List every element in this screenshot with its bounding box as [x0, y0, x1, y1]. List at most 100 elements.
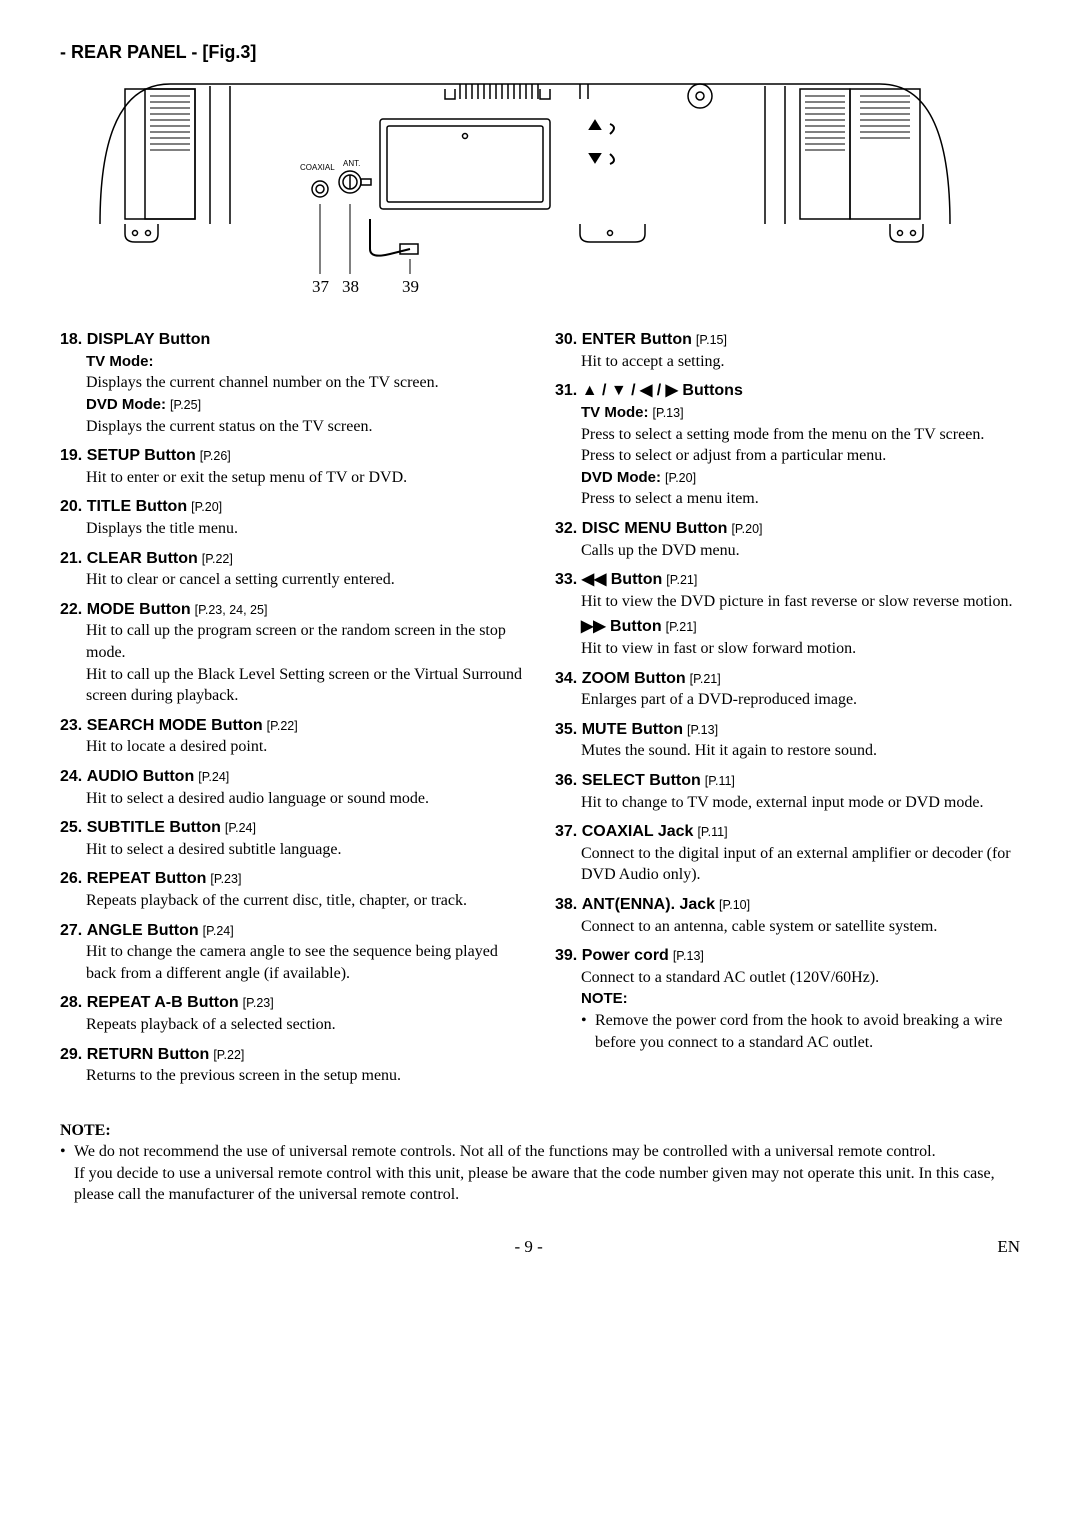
- rear-panel-diagram: COAXIAL ANT. 37 38 39: [90, 74, 1020, 304]
- item-ref: [P.23]: [243, 996, 274, 1010]
- item-title: SEARCH MODE Button: [87, 717, 263, 734]
- item-ref: [P.26]: [200, 449, 231, 463]
- item-body: Connect to the digital input of an exter…: [555, 843, 1020, 886]
- item-body: Hit to clear or cancel a setting current…: [60, 569, 525, 591]
- item: 25. SUBTITLE Button [P.24]Hit to select …: [60, 817, 525, 860]
- item-number: 26.: [60, 870, 87, 887]
- item-title: SUBTITLE Button: [87, 819, 221, 836]
- item-body: Hit to view the DVD picture in fast reve…: [555, 591, 1020, 613]
- item-ref: [P.24]: [198, 770, 229, 784]
- item-body: Displays the current status on the TV sc…: [86, 416, 525, 438]
- item-number: 27.: [60, 922, 87, 939]
- item-number: 23.: [60, 717, 87, 734]
- item-title: ANGLE Button: [87, 922, 199, 939]
- item: 23. SEARCH MODE Button [P.22] Hit to loca…: [60, 715, 525, 758]
- item-body: Hit to select a desired audio language o…: [60, 788, 525, 810]
- item-ref: [P.15]: [696, 333, 727, 347]
- item-ref: [P.22]: [267, 719, 298, 733]
- item: 22. MODE Button [P.23, 24, 25]Hit to cal…: [60, 599, 525, 707]
- bullet-dot: •: [60, 1141, 74, 1163]
- item-body: Hit to enter or exit the setup menu of T…: [60, 467, 525, 489]
- item-title: DISC MENU Button: [582, 520, 728, 537]
- item-extra-ref: [P.21]: [666, 620, 697, 634]
- item-title: SETUP Button: [87, 447, 196, 464]
- item-title: ANT(ENNA). Jack: [582, 896, 715, 913]
- item: 36. SELECT Button [P.11]Hit to change to…: [555, 770, 1020, 813]
- item-number: 37.: [555, 823, 582, 840]
- content-columns: 18. DISPLAY Button TV Mode: Displays the c…: [60, 329, 1020, 1094]
- item-body: Repeats playback of the current disc, ti…: [60, 890, 525, 912]
- item-body: Calls up the DVD menu.: [555, 540, 1020, 562]
- item-number: 31.: [555, 382, 582, 399]
- item-number: 21.: [60, 550, 87, 567]
- item-number: 18.: [60, 331, 87, 348]
- item: 21. CLEAR Button [P.22]Hit to clear or c…: [60, 548, 525, 591]
- item-ref: [P.13]: [687, 723, 718, 737]
- item-number: 20.: [60, 498, 87, 515]
- item: 19. SETUP Button [P.26]Hit to enter or e…: [60, 445, 525, 488]
- item: 26. REPEAT Button [P.23]Repeats playback…: [60, 868, 525, 911]
- item-ref: [P.23]: [210, 872, 241, 886]
- page-number: - 9 -: [515, 1236, 543, 1259]
- note-continuation: If you decide to use a universal remote …: [60, 1163, 1020, 1206]
- item: 20. TITLE Button [P.20] Displays the titl…: [60, 496, 525, 539]
- item: 29. RETURN Button [P.22]Returns to the p…: [60, 1044, 525, 1087]
- item-number: 34.: [555, 670, 582, 687]
- item: 34. ZOOM Button [P.21]Enlarges part of a…: [555, 668, 1020, 711]
- item-body: Displays the title menu.: [60, 518, 525, 540]
- item-body: Hit to locate a desired point.: [60, 736, 525, 758]
- item-ref: [P.20]: [191, 500, 222, 514]
- item-ref: [P.11]: [697, 825, 727, 839]
- item-ref: [P.23, 24, 25]: [195, 603, 268, 617]
- item: 27. ANGLE Button [P.24]Hit to change the…: [60, 920, 525, 985]
- item-title: ZOOM Button: [582, 670, 686, 687]
- item: 38. ANT(ENNA). Jack [P.10]Connect to an …: [555, 894, 1020, 937]
- item-body: Hit to change to TV mode, external input…: [555, 792, 1020, 814]
- svg-text:COAXIAL: COAXIAL: [300, 163, 335, 172]
- item-ref: [P.22]: [213, 1048, 244, 1062]
- right-column: 30. ENTER Button [P.15]Hit to accept a s…: [555, 329, 1020, 1094]
- item-ref: [P.24]: [203, 924, 234, 938]
- svg-text:ANT.: ANT.: [343, 159, 360, 168]
- svg-text:37: 37: [312, 277, 330, 296]
- item-ref: [P.24]: [225, 821, 256, 835]
- item-subhead: DVD Mode:: [86, 396, 166, 413]
- item: 37. COAXIAL Jack [P.11] Connect to the di…: [555, 821, 1020, 886]
- item-title: ▲ / ▼ / ◀ / ▶ Buttons: [582, 382, 743, 399]
- item-number: 38.: [555, 896, 582, 913]
- item-number: 35.: [555, 721, 582, 738]
- item-title: TITLE Button: [87, 498, 187, 515]
- left-column: 18. DISPLAY ButtonTV Mode:Displays the c…: [60, 329, 525, 1094]
- item-number: 39.: [555, 947, 582, 964]
- item: 24. AUDIO Button [P.24] Hit to select a d…: [60, 766, 525, 809]
- item-subhead: DVD Mode:: [581, 469, 661, 486]
- item-number: 25.: [60, 819, 87, 836]
- item-title: AUDIO Button: [87, 768, 195, 785]
- item-note-bullet: Remove the power cord from the hook to a…: [595, 1010, 1020, 1053]
- item: 31. ▲ / ▼ / ◀ / ▶ Buttons TV Mode: [P.13]…: [555, 380, 1020, 510]
- item-title: DISPLAY Button: [87, 331, 211, 348]
- item-body: Hit to call up the program screen or the…: [60, 620, 525, 706]
- bottom-note: NOTE: • We do not recommend the use of u…: [60, 1120, 1020, 1206]
- item-title: RETURN Button: [87, 1046, 210, 1063]
- item-ref: [P.21]: [690, 672, 721, 686]
- item-note-label: NOTE:: [581, 990, 628, 1007]
- item-body: Connect to a standard AC outlet (120V/60…: [555, 967, 1020, 989]
- item-extra-body: Hit to view in fast or slow forward moti…: [581, 638, 1020, 660]
- item-subhead: TV Mode:: [581, 404, 649, 421]
- item: 30. ENTER Button [P.15]Hit to accept a s…: [555, 329, 1020, 372]
- item: 33. ◀◀ Button [P.21] Hit to view the DVD …: [555, 569, 1020, 659]
- item-sub-ref: [P.20]: [665, 471, 696, 485]
- item-title: ◀◀ Button: [582, 571, 663, 588]
- item-body: Repeats playback of a selected section.: [60, 1014, 525, 1036]
- item: 28. REPEAT A-B Button [P.23]Repeats play…: [60, 992, 525, 1035]
- item-title: SELECT Button: [582, 772, 701, 789]
- item-body: Connect to an antenna, cable system or s…: [555, 916, 1020, 938]
- item-number: 33.: [555, 571, 582, 588]
- item-sub-ref: [P.13]: [653, 406, 684, 420]
- item-number: 24.: [60, 768, 87, 785]
- item-title: COAXIAL Jack: [582, 823, 694, 840]
- item-title: Power cord: [582, 947, 669, 964]
- item-number: 22.: [60, 601, 87, 618]
- item-number: 29.: [60, 1046, 87, 1063]
